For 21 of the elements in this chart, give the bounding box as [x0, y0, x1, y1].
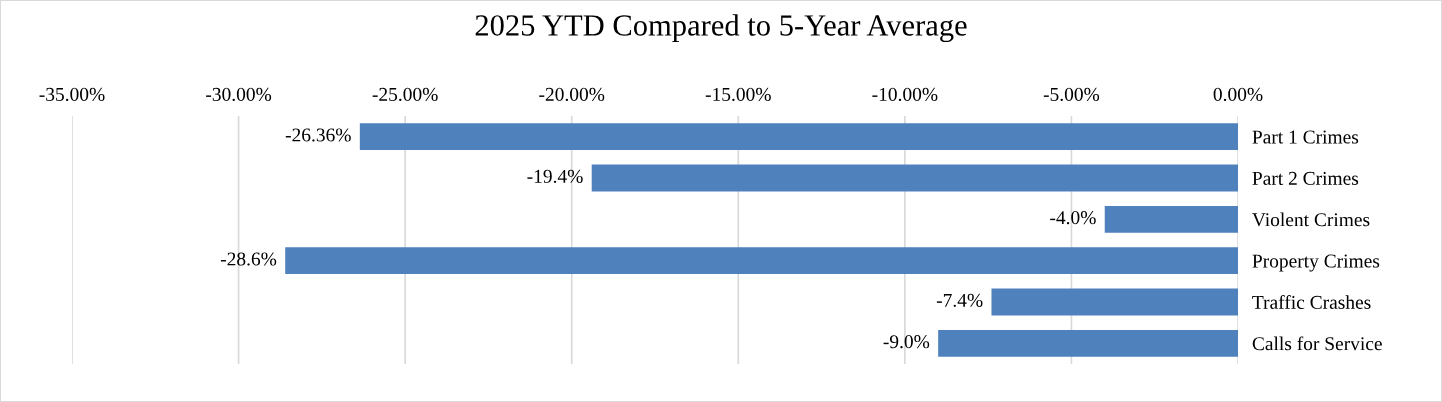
y-tick-label: Violent Crimes — [1252, 212, 1370, 227]
chart-title: 2025 YTD Compared to 5-Year Average — [475, 14, 967, 43]
x-tick-label: -35.00% — [39, 87, 105, 102]
x-tick-label: 0.00% — [1213, 87, 1263, 102]
x-tick-label: -30.00% — [206, 87, 272, 102]
data-label: -4.0% — [1050, 211, 1096, 225]
y-tick-label: Property Crimes — [1252, 254, 1380, 272]
x-tick-label: -10.00% — [872, 87, 938, 102]
x-tick-label: -15.00% — [705, 87, 771, 102]
data-label: -9.0% — [883, 335, 930, 349]
x-tick-label: -25.00% — [372, 87, 438, 102]
y-tick-label: Part 1 Crimes — [1252, 130, 1359, 144]
y-tick-label: Part 2 Crimes — [1252, 171, 1359, 185]
y-tick-label: Calls for Service — [1252, 336, 1382, 351]
data-label: -26.36% — [285, 128, 351, 142]
data-label: -28.6% — [220, 252, 277, 266]
x-tick-label: -20.00% — [539, 87, 605, 102]
y-tick-label: Traffic Crashes — [1252, 295, 1371, 309]
data-label: -7.4% — [936, 293, 983, 307]
x-tick-label: -5.00% — [1043, 87, 1100, 102]
data-label: -19.4% — [527, 169, 583, 183]
